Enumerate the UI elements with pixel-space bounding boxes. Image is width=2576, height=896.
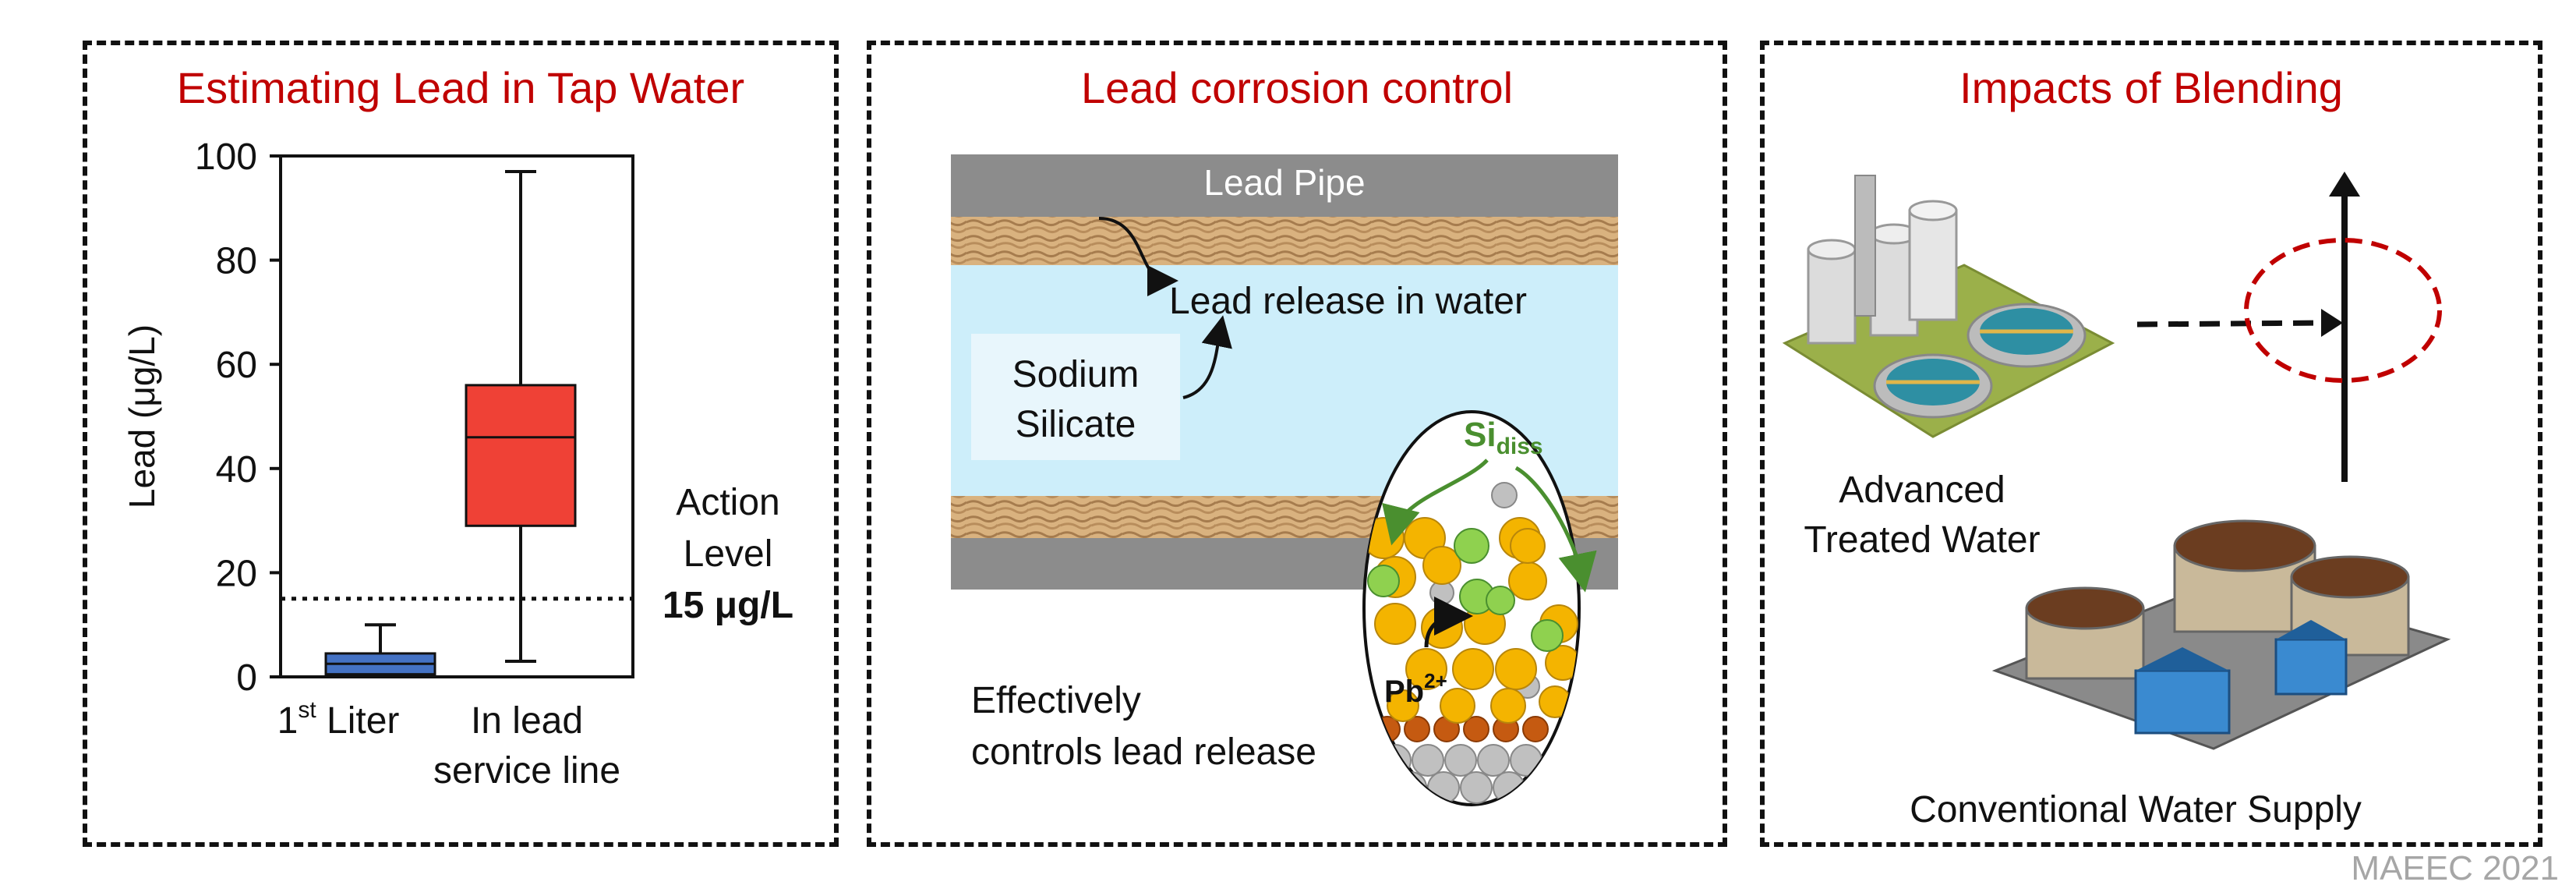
y-tick-label: 20: [216, 553, 257, 594]
action-level-value: 15 μg/L: [663, 585, 793, 626]
conventional-plant-illustration: [1991, 519, 2451, 750]
blend-arrowhead: [2321, 309, 2343, 337]
y-tick-label: 40: [216, 449, 257, 490]
panel-title: Estimating Lead in Tap Water: [176, 63, 745, 112]
panel-estimating-lead: Estimating Lead in Tap Water: [83, 41, 839, 847]
panel-title: Impacts of Blending: [1959, 63, 2343, 112]
si-arrow-2: [1514, 466, 1597, 593]
pb-arrow: [1424, 597, 1473, 648]
y-axis-label: Lead (μg/L): [122, 324, 162, 508]
advanced-treatment-plant-illustration: [1782, 175, 2115, 438]
lead-release-label: Lead release in water: [1169, 281, 1527, 322]
effect-line2: controls lead release: [971, 731, 1316, 773]
pb-label: Pb2+: [1384, 669, 1447, 709]
vertical-arrowhead: [2329, 172, 2360, 197]
action-level-label-line2: Level: [684, 533, 773, 575]
y-tick-label: 100: [195, 136, 257, 178]
conventional-label: Conventional Water Supply: [1910, 789, 2362, 830]
dashed-blend-arrow: [2136, 320, 2323, 328]
x-label-service-line-1: In lead: [471, 700, 583, 742]
si-arrow: [1382, 459, 1489, 546]
panel-blending: Impacts of Blending: [1760, 41, 2542, 847]
corrosion-layer-top: [951, 217, 1618, 265]
action-level-label-line1: Action: [676, 482, 779, 523]
x-label-service-line-2: service line: [433, 750, 620, 792]
silicate-arrow: [1182, 315, 1232, 399]
y-tick-label: 0: [236, 657, 257, 699]
silicate-box: [971, 334, 1180, 460]
box-service-line: [465, 384, 577, 527]
blending-point-circle: [2244, 238, 2442, 383]
x-label-first-liter: 1st Liter: [277, 697, 400, 742]
advanced-label-line1: Advanced: [1839, 469, 2005, 511]
si-diss-label: Sidiss: [1464, 416, 1543, 459]
pipe-label: Lead Pipe: [1203, 162, 1365, 203]
pipe-wall-top: [951, 154, 1618, 217]
effect-line1: Effectively: [971, 680, 1141, 721]
panel-title: Lead corrosion control: [1080, 63, 1514, 112]
advanced-label-line2: Treated Water: [1804, 519, 2040, 561]
silicate-label-line2: Silicate: [1016, 404, 1136, 445]
footer-credit: MAEEC 2021: [2351, 849, 2559, 887]
release-arrow: [1098, 217, 1178, 296]
silicate-label-line1: Sodium: [1012, 354, 1140, 395]
panel-corrosion-control: Lead corrosion control: [867, 41, 1727, 847]
y-tick-label: 80: [216, 241, 257, 282]
y-tick-label: 60: [216, 345, 257, 386]
plot-frame: [279, 154, 634, 678]
